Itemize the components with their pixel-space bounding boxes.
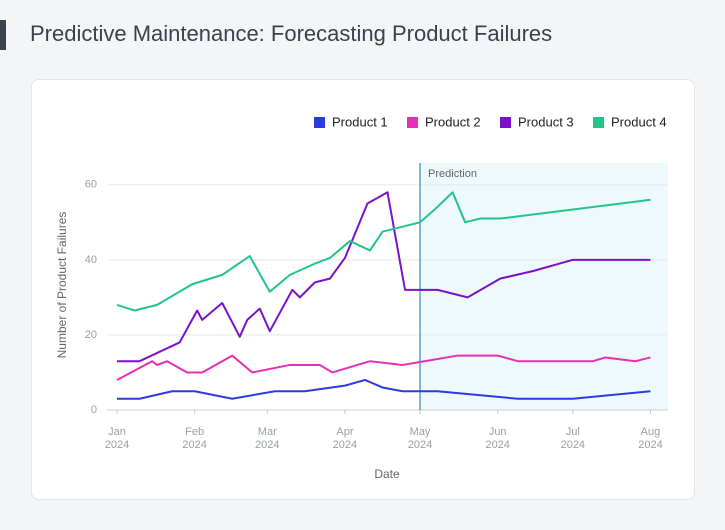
legend-label: Product 1 <box>332 114 388 129</box>
y-tick-label: 60 <box>85 179 97 191</box>
legend-swatch <box>500 117 511 128</box>
series-line <box>116 191 651 312</box>
x-tick-label: Jun 2024 <box>485 426 509 451</box>
x-tick-label: Apr 2024 <box>333 426 357 451</box>
prediction-label: Prediction <box>428 168 477 180</box>
y-tick-label: 20 <box>85 329 97 341</box>
y-axis-title: Number of Product Failures <box>55 212 69 359</box>
y-tick-label: 0 <box>91 404 97 416</box>
title-accent <box>0 20 6 50</box>
series-line <box>117 378 651 400</box>
legend-swatch <box>593 117 604 128</box>
x-tick-label: Aug 2024 <box>638 426 662 451</box>
x-tick-label: Jul 2024 <box>561 426 585 451</box>
legend-label: Product 4 <box>611 114 667 129</box>
x-tick-label: May 2024 <box>408 426 432 451</box>
y-tick-label: 40 <box>85 254 97 266</box>
x-axis-title: Date <box>374 467 400 481</box>
series-line <box>117 191 651 363</box>
legend-swatch <box>314 117 325 128</box>
prediction-region <box>420 163 668 410</box>
series-line <box>116 354 651 381</box>
legend-label: Product 2 <box>425 114 481 129</box>
page-title: Predictive Maintenance: Forecasting Prod… <box>30 21 553 46</box>
x-tick-label: Jan 2024 <box>105 426 129 451</box>
legend-swatch <box>407 117 418 128</box>
x-tick-label: Feb 2024 <box>182 426 206 451</box>
legend-label: Product 3 <box>518 114 574 129</box>
x-tick-label: Mar 2024 <box>255 426 279 451</box>
